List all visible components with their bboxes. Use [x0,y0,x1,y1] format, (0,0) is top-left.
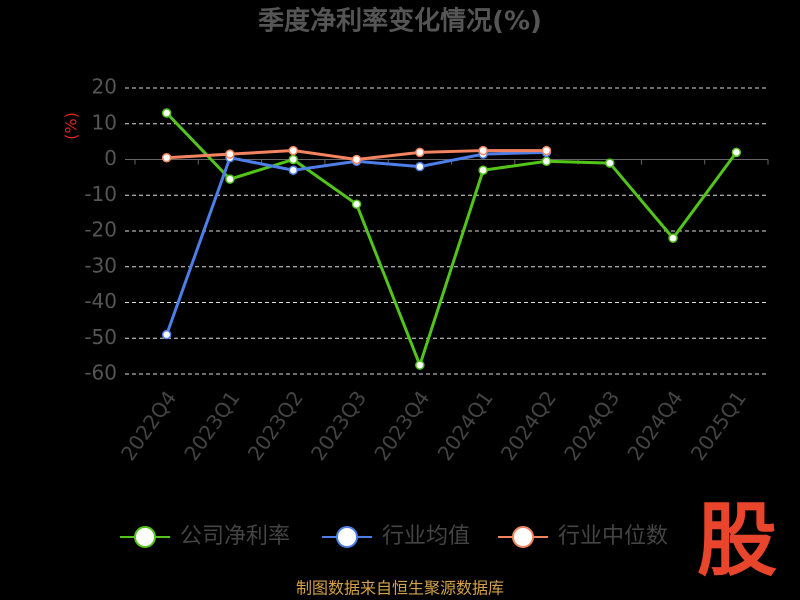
legend-marker [336,526,358,548]
y-tick-label: -60 [84,361,117,385]
y-tick-label: -50 [84,325,117,349]
source-note: 制图数据来自恒生聚源数据库 [296,579,504,598]
data-point [225,149,235,159]
y-tick-label: -40 [84,289,117,313]
x-tick-label: 2023Q1 [179,386,244,465]
data-point [161,329,172,340]
data-point [541,145,552,156]
legend-label: 行业均值 [382,524,470,549]
series-line [165,111,738,370]
x-tick-label: 2023Q2 [243,386,308,465]
data-point [415,161,425,172]
y-tick-label: -20 [84,218,117,242]
x-tick-label: 2025Q1 [686,386,751,465]
y-axis-label: (%) [62,112,81,140]
data-point [351,199,362,209]
data-point [478,165,488,175]
data-point [288,165,298,175]
legend-label: 行业中位数 [558,524,668,549]
x-tick-label: 2023Q4 [369,386,434,465]
x-tick-label: 2024Q4 [622,386,687,465]
series-line [165,150,547,336]
chart-title: 季度净利率变化情况(%) [258,6,542,37]
legend-label: 公司净利率 [180,524,290,549]
data-point [731,147,742,158]
data-point [225,174,235,184]
y-tick-label: -30 [84,253,117,277]
logo: 股 [697,494,777,587]
y-tick-label: 20 [92,75,117,99]
x-tick-label: 2023Q3 [306,386,371,465]
data-point [161,108,172,118]
y-tick-label: 0 [104,146,117,170]
data-point [415,147,425,158]
data-point [415,360,425,370]
data-point [541,156,552,167]
legend-marker [512,526,534,548]
data-point [605,158,615,168]
data-point [161,152,172,163]
x-tick-label: 2024Q2 [496,386,561,465]
data-point [288,145,298,156]
data-point [351,154,362,165]
legend-marker [134,526,156,548]
y-tick-label: -10 [84,182,117,206]
data-point [288,154,298,165]
x-tick-label: 2024Q3 [559,386,624,465]
x-tick-label: 2024Q1 [433,386,498,465]
data-point [668,233,678,243]
data-point [478,145,488,156]
y-tick-label: 10 [92,110,117,134]
x-tick-label: 2022Q4 [116,386,181,465]
